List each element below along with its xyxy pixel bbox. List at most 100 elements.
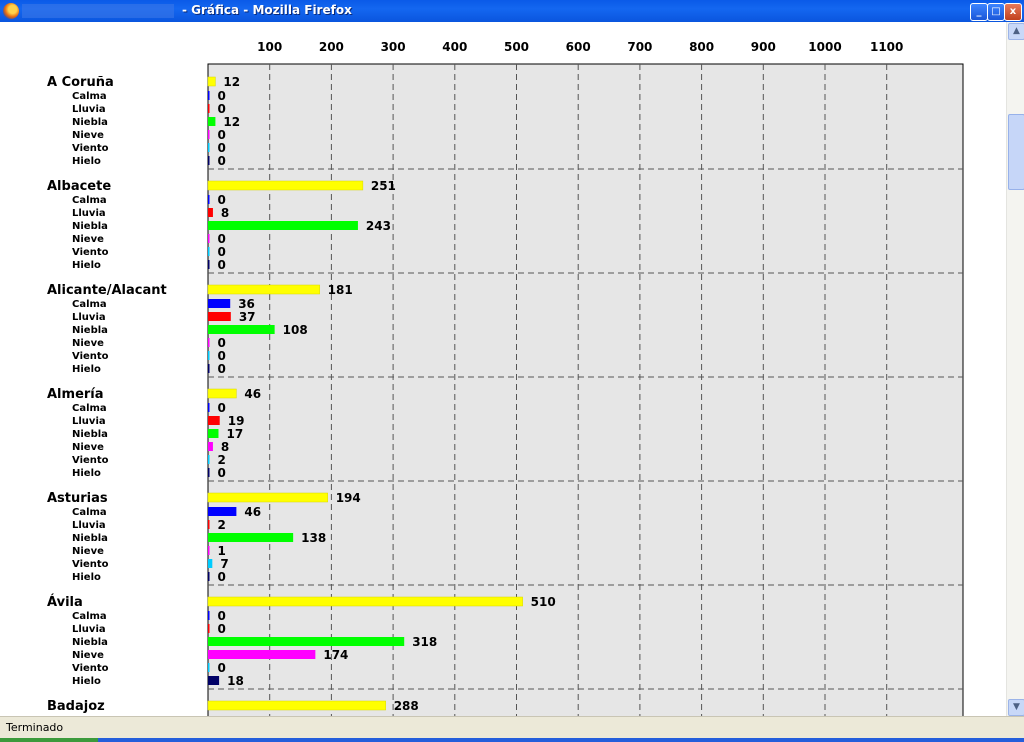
vertical-scrollbar[interactable]: ▲ ▼ (1006, 22, 1024, 716)
minimize-button[interactable]: _ (970, 3, 988, 21)
bar-calma (208, 403, 210, 412)
window-title: - Gráfica - Mozilla Firefox (182, 3, 352, 17)
data-label-nieve: 0 (218, 128, 226, 142)
bar-total (207, 76, 216, 87)
data-label-lluvia: 0 (218, 102, 226, 116)
bar-calma (208, 91, 210, 100)
firefox-icon[interactable] (3, 3, 19, 19)
category-label: Calma (72, 611, 107, 622)
data-label-niebla: 243 (366, 219, 391, 233)
category-label: Viento (72, 559, 109, 570)
bar-viento (208, 247, 210, 256)
data-label-total: 46 (244, 387, 261, 401)
x-tick-label: 200 (319, 40, 344, 54)
taskbar (0, 738, 1024, 742)
bar-total (207, 492, 328, 503)
bar-niebla (208, 325, 275, 334)
bar-niebla (208, 221, 358, 230)
category-label: Niebla (72, 429, 108, 440)
scroll-down-arrow-icon[interactable]: ▼ (1008, 699, 1024, 716)
scrollbar-thumb[interactable] (1008, 114, 1024, 190)
bar-viento (208, 143, 210, 152)
bar-niebla (208, 429, 219, 438)
bar-total (207, 180, 364, 191)
category-label: Niebla (72, 221, 108, 232)
bar-calma (208, 507, 237, 516)
bar-calma (208, 299, 231, 308)
bar-nieve (208, 234, 210, 243)
data-label-total: 251 (371, 179, 396, 193)
bar-hielo (208, 676, 220, 685)
maximize-button[interactable]: □ (987, 3, 1005, 21)
data-label-viento: 0 (218, 141, 226, 155)
category-label: Nieve (72, 234, 104, 245)
category-label: Viento (72, 351, 109, 362)
category-label: Lluvia (72, 208, 106, 219)
category-label: Hielo (72, 572, 101, 583)
data-label-viento: 0 (218, 245, 226, 259)
bar-hielo (208, 260, 210, 269)
x-tick-label: 100 (257, 40, 282, 54)
category-label: Niebla (72, 117, 108, 128)
category-label: Lluvia (72, 312, 106, 323)
page-content: 100 200 300 400 500 600 700 800 900 1000 1100 A Cor… (0, 22, 1006, 716)
x-tick-label: 700 (627, 40, 652, 54)
bar-lluvia (208, 624, 210, 633)
bar-calma (208, 195, 210, 204)
bar-nieve (208, 650, 316, 659)
category-label: Niebla (72, 533, 108, 544)
x-tick-label: 600 (566, 40, 591, 54)
start-button[interactable] (0, 738, 98, 742)
data-label-viento: 7 (220, 557, 228, 571)
bar-viento (208, 559, 213, 568)
data-label-total: 288 (394, 699, 419, 713)
category-label: Hielo (72, 364, 101, 375)
data-label-nieve: 1 (218, 544, 226, 558)
scroll-up-arrow-icon[interactable]: ▲ (1008, 23, 1024, 40)
bar-lluvia (208, 208, 213, 217)
bar-lluvia (208, 520, 210, 529)
data-label-viento: 0 (218, 661, 226, 675)
data-label-lluvia: 19 (228, 414, 245, 428)
category-label: Hielo (72, 156, 101, 167)
data-label-total: 12 (223, 75, 240, 89)
bar-nieve (208, 442, 213, 451)
bar-nieve (208, 338, 210, 347)
x-tick-label: 300 (381, 40, 406, 54)
data-label-nieve: 0 (218, 336, 226, 350)
category-label: Calma (72, 91, 107, 102)
bar-nieve (208, 130, 210, 139)
data-label-hielo: 0 (218, 466, 226, 480)
bar-lluvia (208, 416, 220, 425)
data-label-hielo: 0 (218, 570, 226, 584)
bar-hielo (208, 572, 210, 581)
data-label-niebla: 138 (301, 531, 326, 545)
data-label-lluvia: 8 (221, 206, 229, 220)
category-label: Hielo (72, 468, 101, 479)
data-label-lluvia: 37 (239, 310, 256, 324)
bar-total (207, 284, 320, 295)
group-label: Almería (47, 387, 104, 402)
bar-lluvia (208, 104, 210, 113)
close-button[interactable]: x (1004, 3, 1022, 21)
category-label: Niebla (72, 325, 108, 336)
bar-total (207, 700, 386, 711)
data-label-hielo: 0 (218, 154, 226, 168)
category-label: Lluvia (72, 416, 106, 427)
data-label-niebla: 108 (283, 323, 308, 337)
data-label-total: 510 (531, 595, 556, 609)
bar-niebla (208, 117, 216, 126)
category-label: Hielo (72, 676, 101, 687)
category-label: Nieve (72, 650, 104, 661)
data-label-niebla: 12 (223, 115, 240, 129)
category-label: Niebla (72, 637, 108, 648)
data-label-niebla: 318 (412, 635, 437, 649)
x-tick-label: 800 (689, 40, 714, 54)
plot-area (207, 63, 964, 716)
bar-total (207, 388, 237, 399)
category-label: Calma (72, 403, 107, 414)
status-text: Terminado (6, 721, 64, 734)
category-label: Calma (72, 507, 107, 518)
category-label: Lluvia (72, 624, 106, 635)
